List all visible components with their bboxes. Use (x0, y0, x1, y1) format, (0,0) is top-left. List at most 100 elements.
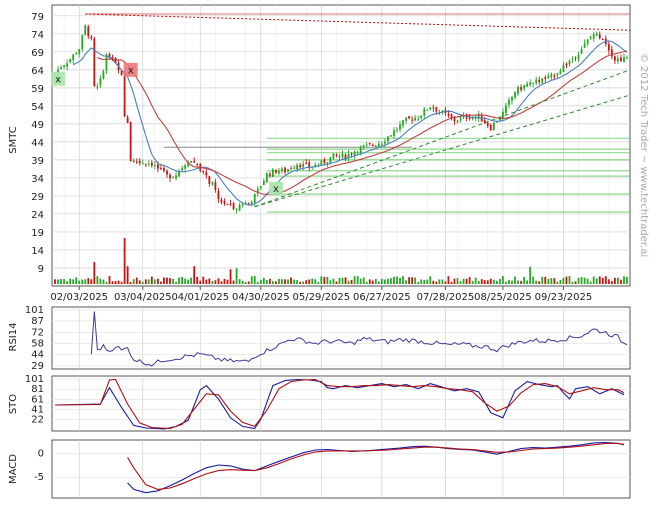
candle-body (299, 164, 302, 168)
candle-body (105, 54, 108, 71)
candle-body (517, 86, 519, 94)
volume-bar (281, 279, 283, 284)
candle-body (390, 135, 392, 137)
volume-bar (483, 280, 486, 284)
volume-bar (102, 279, 105, 284)
volume-bar (344, 277, 347, 284)
volume-bar (480, 279, 483, 284)
volume-bar (453, 278, 456, 284)
candle-body (278, 171, 280, 174)
volume-bar (120, 281, 123, 284)
x-tick-label: 03/04/2025 (114, 292, 172, 303)
candle-body (253, 193, 256, 203)
volume-bar (396, 276, 398, 284)
candle-body (329, 157, 332, 164)
candle-body (468, 117, 471, 119)
candle-body (147, 163, 150, 165)
rsi-axis-label: RSI14 (8, 323, 19, 352)
candle-body (187, 162, 190, 167)
candle-body (620, 57, 622, 62)
trend-line (85, 13, 631, 31)
volume-bar (256, 281, 259, 284)
volume-bar (562, 277, 565, 284)
volume-bar (138, 280, 141, 284)
volume-bar (535, 280, 538, 284)
candle-body (78, 49, 81, 54)
candle-body (141, 163, 144, 165)
sell-marker-box (123, 62, 138, 77)
volume-bar (626, 277, 628, 284)
volume-bar (284, 279, 286, 284)
candle-body (138, 160, 141, 164)
volume-bar (495, 280, 498, 284)
volume-bar (235, 268, 238, 284)
volume-bar (241, 280, 244, 284)
volume-bar (550, 278, 553, 284)
volume-bar (417, 281, 420, 284)
volume-bar (135, 277, 138, 284)
volume-bar (253, 276, 256, 284)
volume-bar (365, 281, 368, 284)
volume-bar (150, 276, 153, 284)
volume-bar (123, 238, 126, 284)
candle-body (368, 143, 371, 145)
candle-body (169, 174, 171, 179)
sto-axis-label: STO (8, 394, 19, 414)
volume-bar (57, 279, 59, 284)
volume-bar (589, 281, 592, 284)
candle-body (396, 129, 398, 131)
rsi-tick-label: 29 (31, 361, 44, 372)
volume-bar (326, 276, 329, 284)
candle-body (120, 70, 123, 76)
candle-body (580, 49, 583, 54)
volume-bar (78, 280, 81, 284)
volume-bar (474, 277, 477, 284)
volume-bar (532, 276, 535, 284)
volume-bar (350, 279, 353, 284)
volume-bar (514, 276, 516, 284)
x-tick-label: 05/29/2025 (293, 292, 351, 303)
volume-bar (187, 279, 190, 284)
volume-bar (90, 279, 93, 284)
candle-body (529, 82, 532, 85)
candle-body (272, 169, 274, 177)
candle-body (208, 176, 211, 184)
volume-bar (114, 281, 117, 284)
candle-body (535, 79, 538, 84)
candle-body (175, 175, 177, 179)
price-tick-label: 39 (31, 156, 44, 167)
volume-bar (323, 276, 326, 284)
candle-body (196, 163, 199, 165)
volume-bar (347, 280, 350, 284)
volume-bar (287, 279, 289, 284)
volume-bar (583, 277, 586, 284)
volume-bar (153, 279, 156, 284)
support-levels (85, 13, 630, 213)
volume-bar (265, 280, 268, 284)
candle-body (211, 182, 214, 185)
volume-bar (99, 278, 102, 284)
candle-body (129, 122, 132, 162)
candle-body (526, 83, 529, 87)
volume-bar (111, 281, 114, 284)
candle-body (63, 65, 65, 67)
price-tick-label: 9 (38, 264, 44, 275)
candle-body (275, 169, 277, 173)
candle-body (135, 161, 138, 163)
volume-bar (163, 277, 165, 284)
price-tick-label: 54 (31, 102, 44, 113)
ma-fast-line (72, 40, 628, 206)
candle-body (438, 111, 441, 113)
candle-body (150, 162, 153, 166)
x-tick-label: 09/23/2025 (535, 292, 593, 303)
volume-bar (610, 281, 613, 284)
candle-body (553, 75, 556, 77)
candle-body (99, 78, 102, 86)
x-tick-label: 06/27/2025 (353, 292, 411, 303)
candle-body (447, 113, 450, 116)
candle-body (144, 163, 147, 165)
volume-bar (259, 279, 262, 284)
candle-body (347, 154, 350, 159)
volume-bar (368, 279, 371, 284)
candle-body (508, 100, 510, 105)
